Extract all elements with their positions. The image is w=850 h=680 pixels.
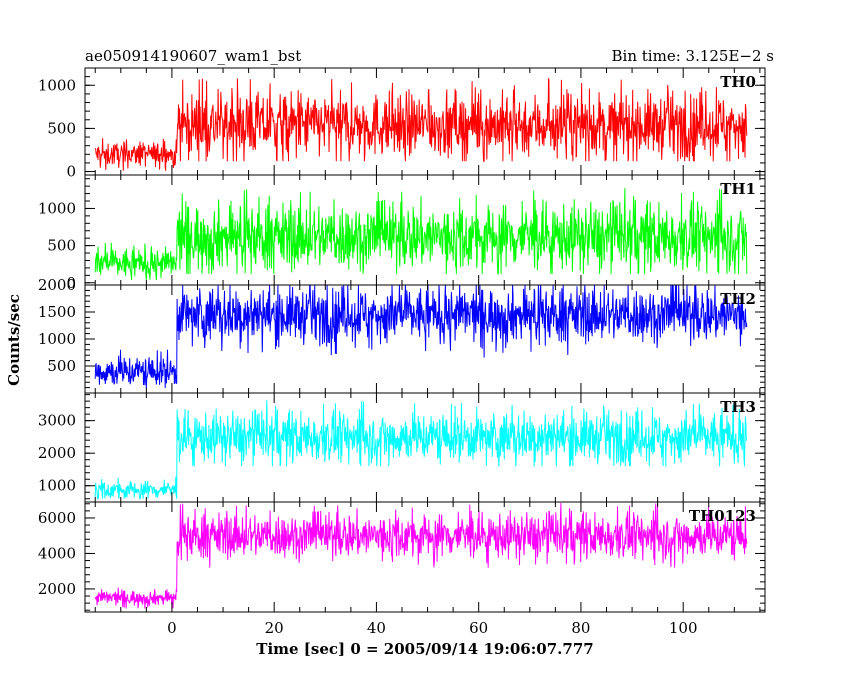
x-tick-label: 80 [571,619,590,637]
y-tick-label: 4000 [38,544,76,562]
y-tick-label: 0 [66,274,76,292]
series-line-th3 [94,400,748,500]
y-tick-label: 500 [47,357,76,375]
panel-label-th1: TH1 [720,180,756,198]
y-axis-title: Counts/sec [5,294,23,386]
panel-th0: 0 500 1000 TH0 [38,67,766,181]
panel-th2: 500 1000 1500 2000 TH2 [38,276,766,394]
x-tick-label: 40 [367,619,386,637]
series-line-th0123 [94,502,748,609]
x-axis-title: Time [sec] 0 = 2005/09/14 19:06:07.777 [256,640,593,658]
y-tick-label: 2000 [38,444,76,462]
bin-time-label: Bin time: 3.125E−2 s [612,47,774,65]
panel-label-th3: TH3 [720,398,756,416]
x-tick-label: 60 [469,619,488,637]
y-tick-label: 1500 [38,303,76,321]
y-tick-label: 3000 [38,412,76,430]
panel-th1: 0 500 1000 TH1 [38,174,766,292]
y-tick-label: 1000 [38,199,76,217]
y-tick-label: 1000 [38,76,76,94]
panel-frame [84,501,766,613]
panel-label-th0: TH0 [720,73,756,91]
y-tick-label: 500 [47,119,76,137]
x-tick-label: 0 [167,619,177,637]
y-tick-label: 2000 [38,580,76,598]
panel-th0123: 2000 4000 6000 TH0123 [38,501,766,613]
y-tick-label: 0 [66,163,76,181]
panel-label-th0123: TH0123 [689,507,756,525]
panel-th3: 1000 2000 3000 TH3 [38,392,766,503]
series-line-th0 [94,78,748,171]
y-tick-label: 2000 [38,276,76,294]
x-tick-label: 100 [669,619,698,637]
series-line-th1 [94,188,748,280]
x-tick-label: 20 [265,619,284,637]
y-tick-label: 6000 [38,509,76,527]
series-line-th2 [94,285,748,389]
chart-title: ae050914190607_wam1_bst [85,47,301,65]
y-tick-label: 1000 [38,477,76,495]
y-tick-label: 1000 [38,330,76,348]
y-tick-label: 500 [47,237,76,255]
panel-label-th2: TH2 [720,290,756,308]
